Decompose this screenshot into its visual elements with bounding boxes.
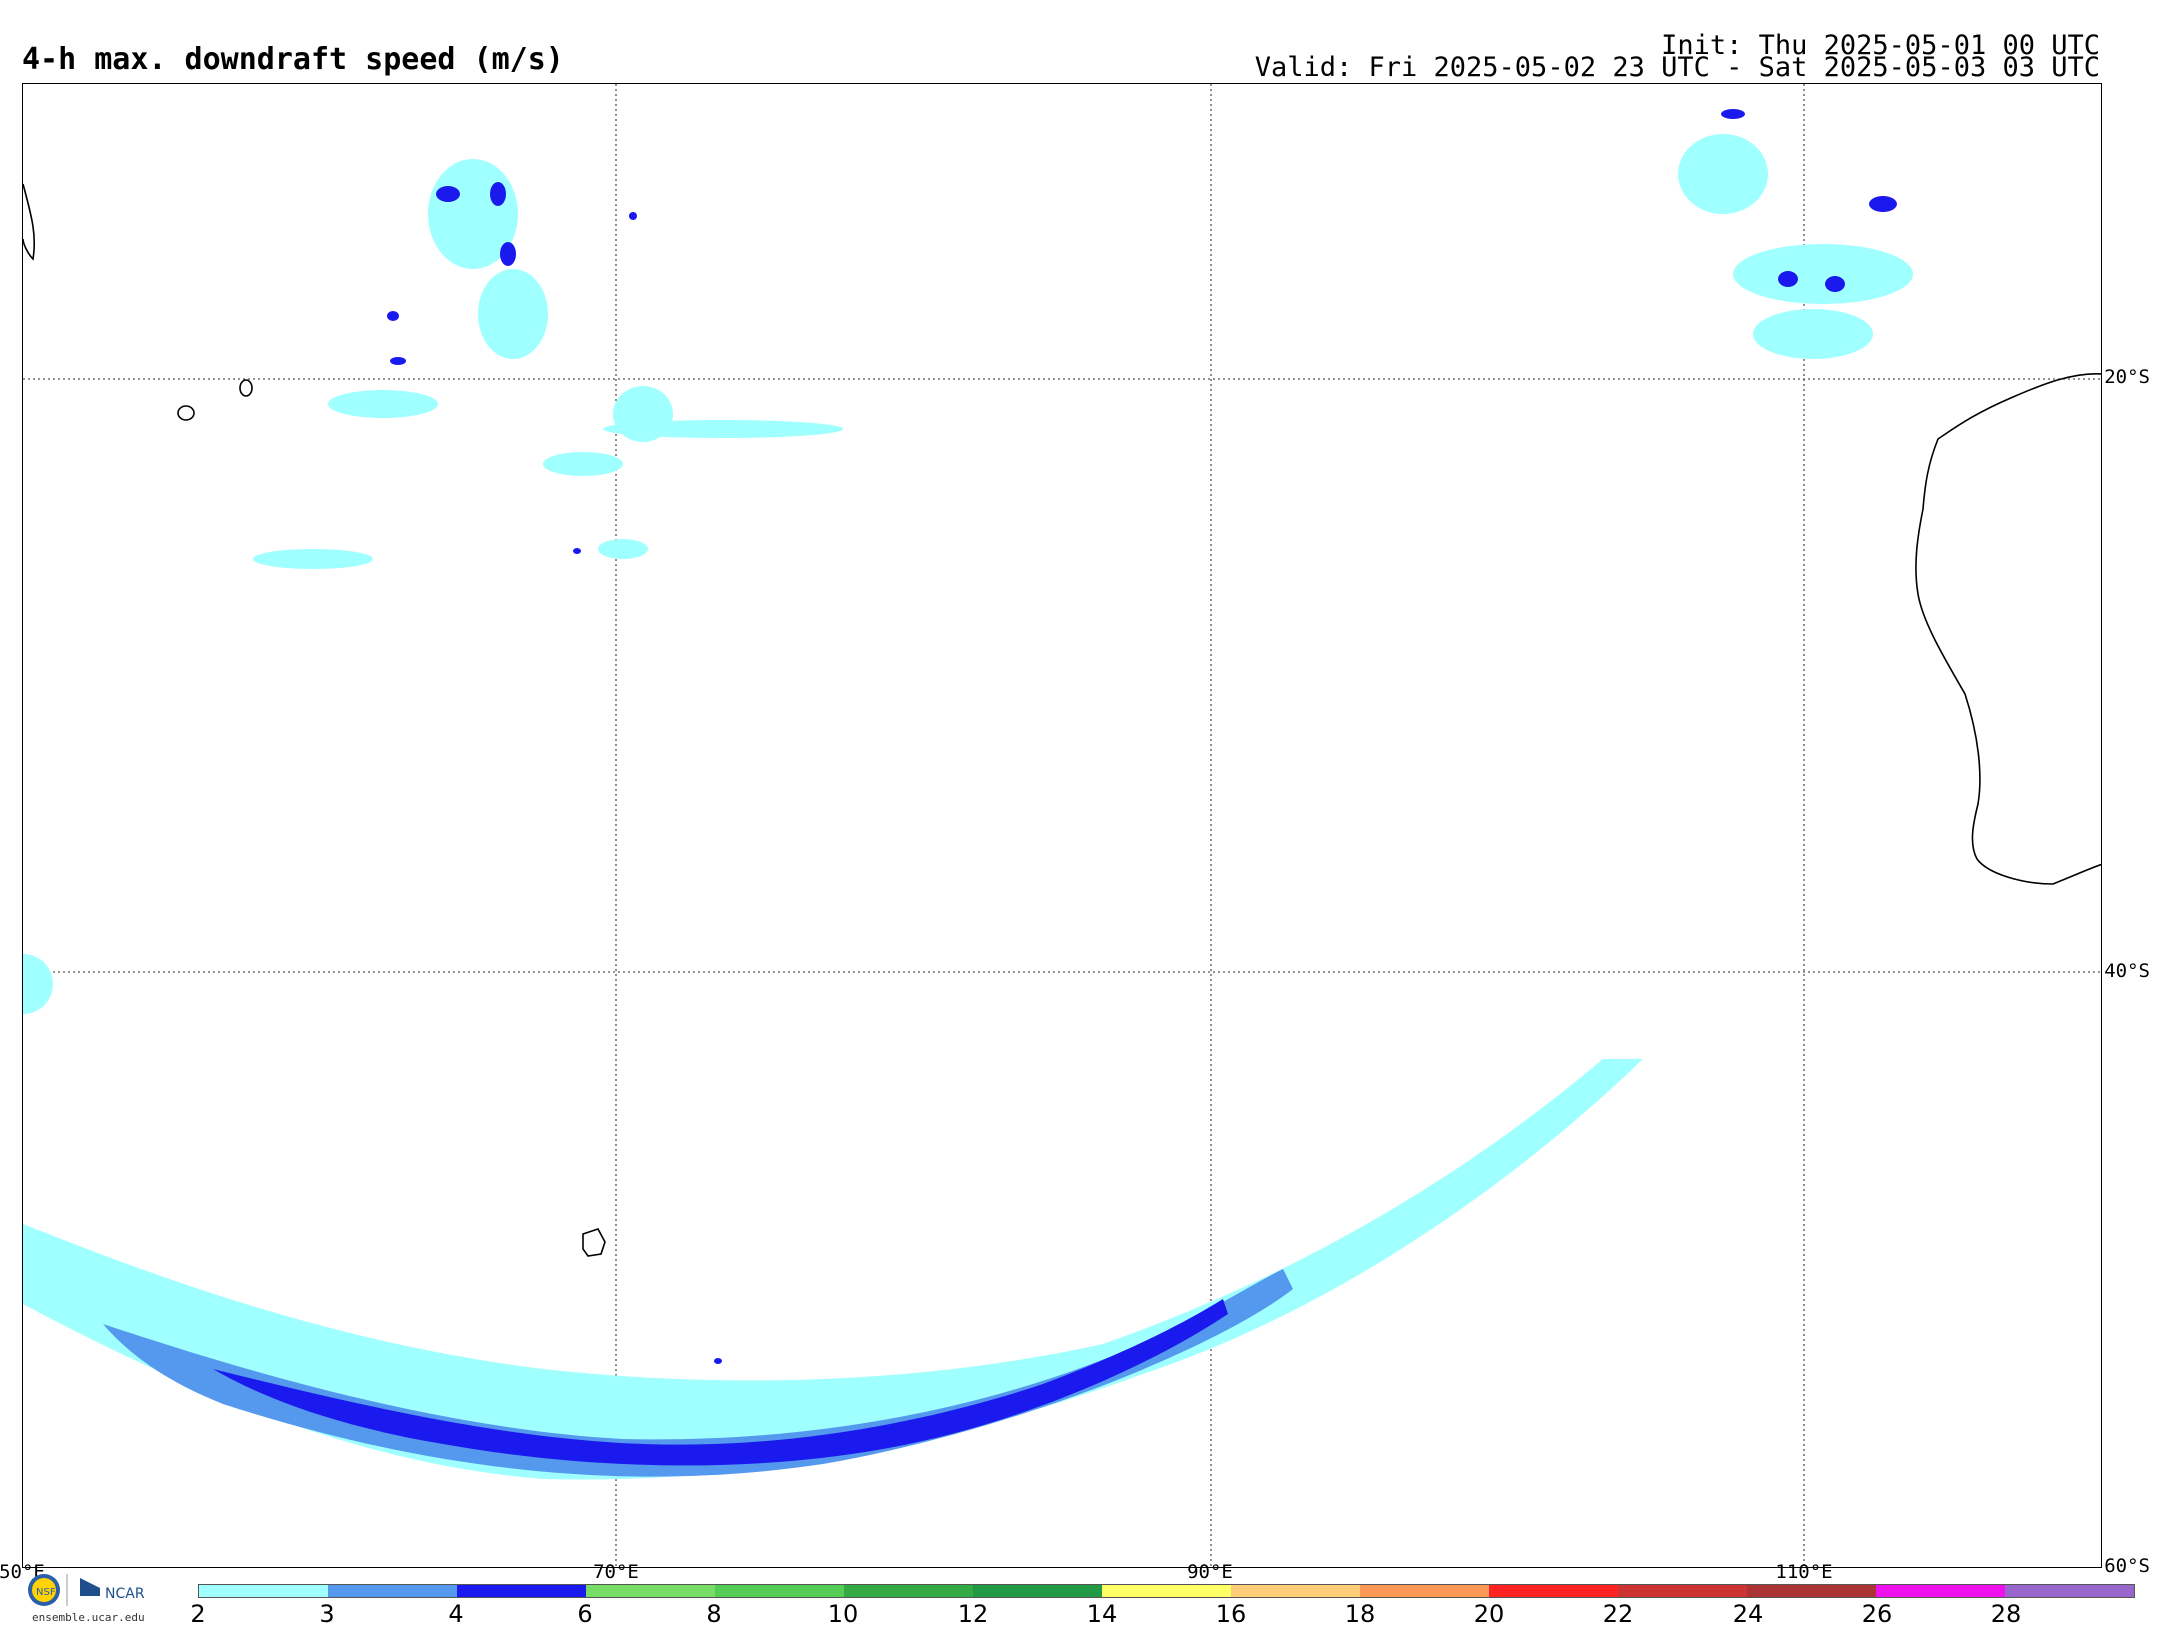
band-dark (213, 1299, 1228, 1466)
colorbar-swatch-1 (328, 1585, 457, 1597)
colorbar-swatch-11 (1618, 1585, 1747, 1597)
lon-label-50e: 50°E (0, 1561, 45, 1583)
lat-label-60s: 60°S (2104, 1555, 2150, 1577)
colorbar-swatch-10 (1489, 1585, 1618, 1597)
colorbar-swatch-5 (844, 1585, 973, 1597)
colorbar-tick-12: 12 (957, 1600, 989, 1628)
colorbar-tick-8: 8 (706, 1600, 722, 1628)
colorbar-swatch-8 (1231, 1585, 1360, 1597)
chart-title: 4-h max. downdraft speed (m/s) (22, 42, 564, 77)
colorbar (198, 1584, 2135, 1598)
colorbar-swatch-13 (1876, 1585, 2005, 1597)
colorbar-swatch-0 (199, 1585, 328, 1597)
lat-label-20s: 20°S (2104, 366, 2150, 388)
colorbar-tick-26: 26 (1861, 1600, 1893, 1628)
kerguelen-coast (582, 1228, 606, 1257)
colorbar-swatch-2 (457, 1585, 586, 1597)
colorbar-tick-10: 10 (827, 1600, 859, 1628)
valid-time: Valid: Fri 2025-05-02 23 UTC - Sat 2025-… (1254, 52, 2100, 83)
lon-label-70e: 70°E (593, 1561, 639, 1583)
graticule (23, 84, 2101, 1567)
colorbar-swatch-12 (1747, 1585, 1876, 1597)
colorbar-tick-24: 24 (1732, 1600, 1764, 1628)
init-time: Init: Thu 2025-05-01 00 UTC (1661, 30, 2100, 61)
colorbar-swatch-7 (1102, 1585, 1231, 1597)
mauritius-coast (177, 405, 195, 421)
convection-north (23, 109, 1913, 1364)
colorbar-swatch-6 (973, 1585, 1102, 1597)
australia-coast (1915, 373, 2101, 885)
madagascar-coast (23, 183, 36, 261)
lon-label-90e: 90°E (1187, 1561, 1233, 1583)
lon-label-110e: 110°E (1775, 1561, 1833, 1583)
colorbar-tick-3: 3 (319, 1600, 335, 1628)
nsf-badge-text: NSF (36, 1587, 56, 1598)
coastlines (23, 183, 2101, 1257)
colorbar-tick-28: 28 (1990, 1600, 2022, 1628)
colorbar-tick-6: 6 (577, 1600, 593, 1628)
colorbar-tick-4: 4 (448, 1600, 464, 1628)
colorbar-tick-20: 20 (1473, 1600, 1505, 1628)
map-panel (22, 83, 2102, 1568)
band-light (23, 1059, 1643, 1480)
colorbar-tick-22: 22 (1602, 1600, 1634, 1628)
colorbar-swatch-9 (1360, 1585, 1489, 1597)
lat-label-40s: 40°S (2104, 960, 2150, 982)
reunion-coast (239, 379, 253, 397)
colorbar-tick-2: 2 (190, 1600, 206, 1628)
colorbar-tick-14: 14 (1086, 1600, 1118, 1628)
downdraft-band (23, 1059, 1643, 1480)
nsf-ncar-logo: NSF NCAR (28, 1574, 145, 1606)
colorbar-swatch-14 (2005, 1585, 2134, 1597)
colorbar-swatch-3 (586, 1585, 715, 1597)
colorbar-swatch-4 (715, 1585, 844, 1597)
colorbar-tick-18: 18 (1344, 1600, 1376, 1628)
colorbar-tick-16: 16 (1215, 1600, 1247, 1628)
ncar-wordmark: NCAR (105, 1586, 145, 1602)
logo-url: ensemble.ucar.edu (32, 1611, 145, 1624)
map-canvas (23, 84, 2101, 1567)
